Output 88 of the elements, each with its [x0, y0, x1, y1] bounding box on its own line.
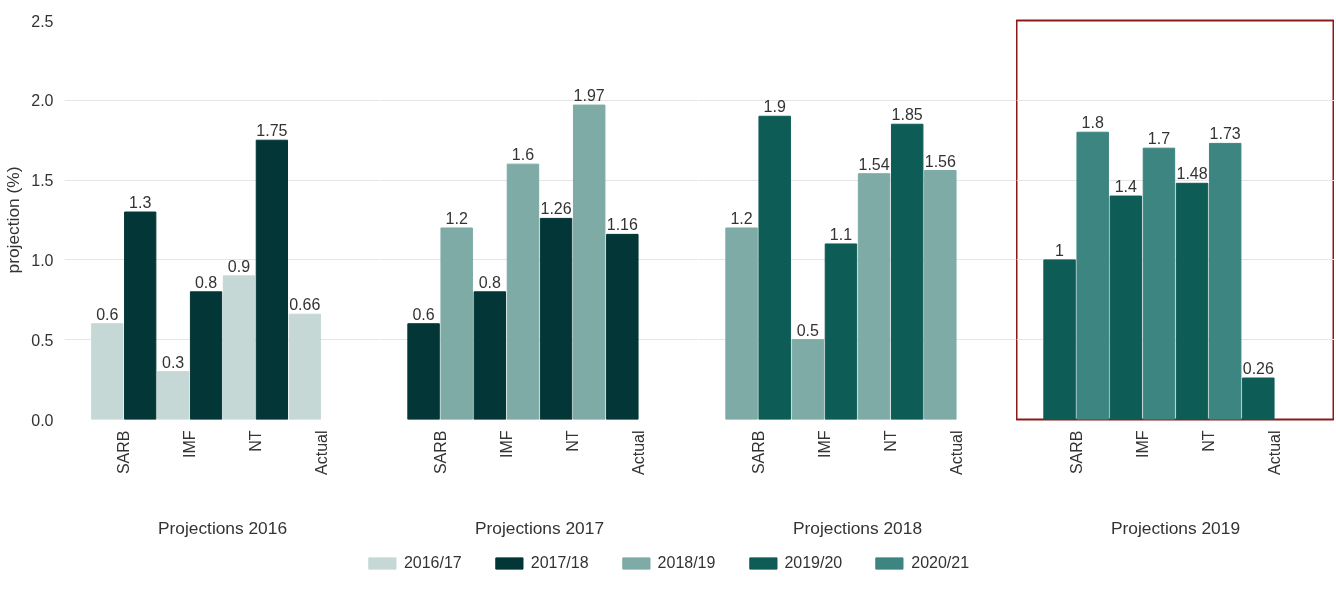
bar	[189, 291, 223, 420]
bar	[857, 173, 891, 420]
x-tick-label: SARB	[115, 430, 133, 475]
bar	[572, 104, 606, 420]
bar	[758, 115, 791, 420]
x-tick-label: Actual	[948, 430, 966, 475]
x-tick-label: Actual	[630, 430, 648, 475]
bar	[288, 313, 321, 420]
bar	[255, 139, 289, 420]
data-label: 1.75	[256, 122, 288, 140]
y-tick-label: 1.0	[31, 251, 54, 269]
legend-label: 2016/17	[403, 554, 462, 572]
data-label: 1.3	[129, 194, 152, 212]
data-label: 1.9	[763, 98, 786, 116]
bar	[1242, 377, 1275, 420]
x-tick-label: IMF	[1133, 430, 1151, 459]
bar	[156, 371, 190, 420]
data-label: 0.66	[289, 296, 321, 314]
x-tick-label: SARB	[1067, 430, 1085, 475]
bar	[890, 123, 924, 420]
bar	[606, 233, 639, 420]
x-tick-label: Actual	[1266, 430, 1284, 475]
data-label: 1.54	[858, 155, 890, 173]
bar	[1109, 195, 1143, 420]
bar	[539, 217, 573, 420]
bar	[1043, 259, 1076, 420]
x-tick-label: NT	[564, 430, 582, 452]
bar	[506, 163, 540, 420]
bar	[91, 323, 124, 420]
x-tick-label: Actual	[312, 430, 330, 475]
x-tick-label: NT	[882, 430, 900, 452]
data-label: 1.26	[540, 200, 572, 218]
data-label: 1.85	[891, 106, 923, 124]
data-label: 0.6	[96, 305, 119, 323]
data-label: 1	[1055, 241, 1065, 259]
data-label: 0.8	[478, 273, 502, 291]
data-label: 1.97	[573, 87, 605, 105]
data-label: 1.73	[1209, 125, 1241, 143]
bar	[1175, 182, 1209, 420]
bar	[791, 339, 825, 420]
data-label: 1.16	[606, 216, 638, 234]
y-tick-label: 2.5	[31, 12, 54, 30]
x-tick-label: IMF	[497, 430, 515, 459]
bar	[440, 227, 473, 420]
data-label: 0.9	[227, 257, 251, 275]
data-label: 1.1	[829, 225, 853, 243]
data-label: 1.2	[730, 209, 753, 227]
data-label: 0.3	[162, 353, 185, 371]
y-axis-title: projection (%)	[3, 166, 24, 274]
bar	[124, 211, 157, 420]
y-tick-label: 0.0	[31, 411, 54, 429]
y-tick-label: 1.5	[31, 172, 54, 190]
x-tick-label: SARB	[431, 430, 449, 475]
bar	[725, 227, 758, 420]
bar	[824, 243, 858, 420]
x-tick-label: NT	[246, 430, 264, 452]
x-tick-label: IMF	[181, 430, 199, 459]
data-label: 1.4	[1114, 178, 1138, 196]
data-label: 1.2	[445, 209, 468, 227]
bar	[1076, 131, 1109, 420]
bar	[473, 291, 507, 420]
legend-label: 2020/21	[911, 554, 970, 572]
legend-label: 2018/19	[657, 554, 716, 572]
x-tick-label: IMF	[815, 430, 833, 459]
data-label: 1.6	[511, 146, 535, 164]
bar	[924, 170, 957, 420]
y-tick-label: 0.5	[31, 331, 54, 349]
legend-label: 2017/18	[530, 554, 589, 572]
bar	[1142, 147, 1176, 420]
bar	[1208, 142, 1242, 420]
data-label: 1.56	[924, 152, 956, 170]
data-label: 1.8	[1081, 114, 1104, 132]
bar	[407, 323, 440, 420]
data-label: 1.48	[1176, 165, 1208, 183]
data-label: 0.5	[796, 321, 820, 339]
data-label: 0.8	[194, 273, 218, 291]
bar	[222, 275, 256, 420]
x-axis-title: Projections 2017	[474, 517, 605, 538]
data-label: 1.7	[1147, 130, 1171, 148]
x-tick-label: SARB	[749, 430, 767, 475]
data-label: 0.6	[412, 305, 435, 323]
data-label: 0.26	[1242, 360, 1274, 377]
x-axis-title: Projections 2019	[1110, 517, 1241, 538]
x-tick-label: NT	[1200, 430, 1218, 452]
x-axis-title: Projections 2016	[157, 517, 288, 538]
y-tick-label: 2.0	[31, 92, 54, 110]
x-axis-title: Projections 2018	[792, 517, 923, 538]
legend-label: 2019/20	[784, 554, 843, 572]
